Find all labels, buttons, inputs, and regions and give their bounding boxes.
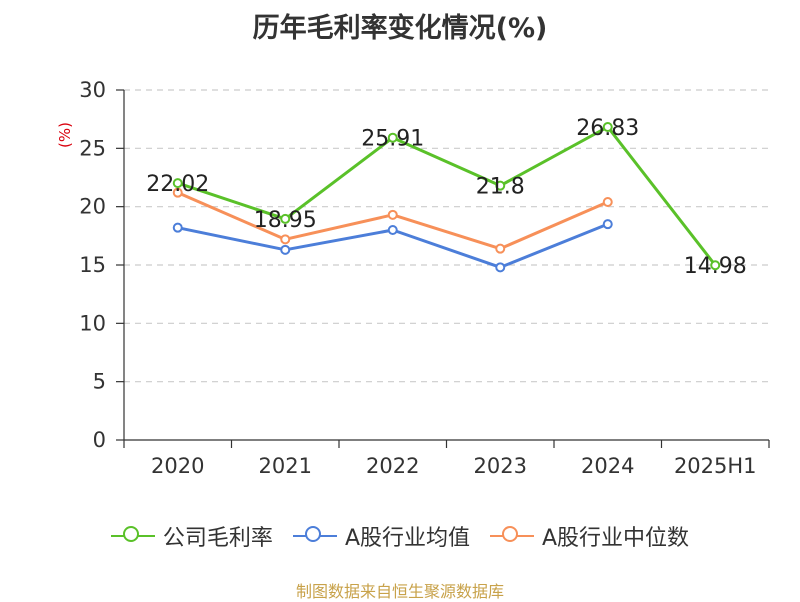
- data-point: [387, 225, 398, 235]
- data-point: [387, 209, 398, 220]
- data-point: [172, 187, 183, 198]
- data-point: [280, 244, 291, 255]
- x-tick-label: 2025H1: [674, 454, 757, 478]
- y-tick-label: 20: [79, 195, 106, 219]
- legend-label-industry-median: A股行业中位数: [542, 526, 690, 551]
- data-point: [495, 243, 506, 254]
- data-point: [172, 222, 183, 233]
- chart-title: 历年毛利率变化情况(%): [252, 13, 548, 44]
- legend-swatch-industry-mean: [292, 524, 337, 548]
- data-label: 18.95: [254, 208, 317, 233]
- data-point: [495, 180, 506, 191]
- x-tick-label: 2024: [581, 454, 634, 478]
- y-tick-label: 0: [93, 428, 106, 452]
- data-label: 25.91: [361, 127, 424, 152]
- y-tick-label: 5: [93, 370, 106, 394]
- data-source-note: 制图数据来自恒生聚源数据库: [295, 582, 504, 601]
- legend-label-company: 公司毛利率: [162, 526, 273, 551]
- x-tick-label: 2022: [366, 454, 419, 478]
- data-label: 14.98: [684, 254, 747, 279]
- data-point: [495, 262, 506, 273]
- legend-label-industry-mean: A股行业均值: [344, 526, 470, 551]
- data-point: [172, 178, 183, 189]
- y-tick-label: 25: [79, 136, 106, 160]
- data-point: [280, 213, 291, 224]
- y-tick-label: 10: [79, 311, 106, 335]
- y-tick-label: 15: [79, 253, 106, 277]
- x-tick-label: 2021: [259, 454, 312, 478]
- series-line-0: [177, 125, 717, 267]
- y-tick-label: 30: [79, 78, 106, 102]
- legend: 公司毛利率 A股行业均值 A股行业中位数: [0, 520, 800, 552]
- data-point: [602, 121, 613, 132]
- data-label: 22.02: [146, 172, 209, 197]
- data-label: 21.8: [476, 175, 525, 200]
- data-label: 26.83: [576, 116, 639, 141]
- legend-swatch-company: [110, 524, 155, 548]
- data-point: [710, 260, 721, 271]
- legend-item-industry-mean[interactable]: A股行业均值: [292, 520, 470, 552]
- legend-item-industry-median[interactable]: A股行业中位数: [490, 520, 689, 552]
- x-tick-label: 2020: [151, 454, 204, 478]
- data-point: [602, 197, 613, 207]
- data-point: [387, 132, 398, 143]
- data-point: [280, 234, 291, 245]
- legend-item-company[interactable]: 公司毛利率: [110, 520, 273, 552]
- data-point: [602, 219, 613, 230]
- legend-swatch-industry-median: [490, 524, 534, 548]
- x-tick-label: 2023: [474, 454, 527, 478]
